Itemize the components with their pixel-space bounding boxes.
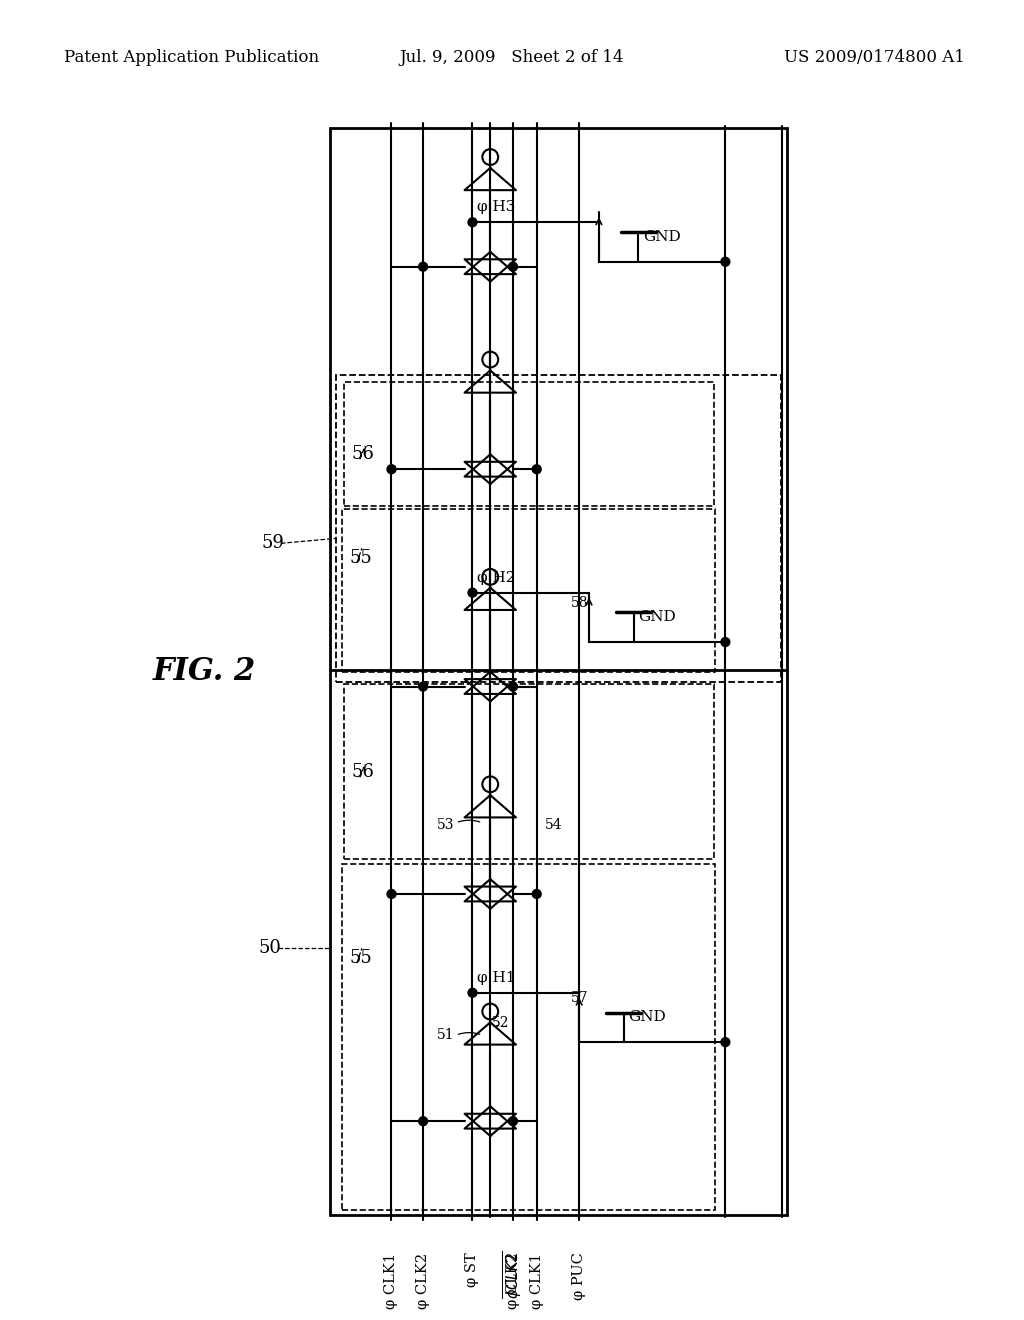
Text: φ H3: φ H3	[477, 201, 516, 214]
Text: 56: 56	[352, 763, 375, 781]
Text: 55: 55	[350, 549, 373, 568]
Text: Patent Application Publication: Patent Application Publication	[63, 49, 318, 66]
Circle shape	[721, 638, 730, 647]
Circle shape	[721, 1038, 730, 1047]
Text: 57: 57	[571, 991, 589, 1005]
Text: φ H2: φ H2	[477, 570, 516, 585]
Circle shape	[387, 465, 396, 474]
Text: 55: 55	[350, 949, 373, 968]
Text: 52: 52	[493, 1016, 510, 1031]
Text: φ CLK1: φ CLK1	[384, 1253, 398, 1308]
Circle shape	[419, 263, 428, 271]
Text: GND: GND	[629, 1010, 667, 1024]
Text: 51: 51	[437, 1028, 455, 1043]
Text: φ CLK2: φ CLK2	[416, 1253, 430, 1308]
Circle shape	[468, 989, 477, 997]
Bar	[336, 375, 780, 681]
Circle shape	[419, 1117, 428, 1126]
Text: 54: 54	[545, 818, 562, 832]
Circle shape	[532, 465, 541, 474]
Bar	[344, 684, 714, 859]
Text: US 2009/0174800 A1: US 2009/0174800 A1	[783, 49, 965, 66]
Bar	[342, 865, 716, 1210]
Text: φ ST: φ ST	[466, 1253, 479, 1287]
Text: FIG. 2: FIG. 2	[153, 656, 256, 688]
Text: 58: 58	[571, 595, 589, 610]
Text: Jul. 9, 2009   Sheet 2 of 14: Jul. 9, 2009 Sheet 2 of 14	[399, 49, 625, 66]
Text: φ PUC: φ PUC	[572, 1253, 586, 1300]
Bar	[331, 128, 786, 1214]
Bar	[342, 508, 716, 672]
Text: 50: 50	[258, 940, 281, 957]
Circle shape	[509, 682, 517, 690]
Text: 59: 59	[261, 535, 284, 552]
Circle shape	[721, 257, 730, 267]
Circle shape	[419, 682, 428, 690]
Text: GND: GND	[643, 230, 681, 244]
Text: $\overline{\phi CLK2}$: $\overline{\phi CLK2}$	[502, 1250, 524, 1299]
Text: φ H1: φ H1	[477, 970, 516, 985]
Circle shape	[468, 218, 477, 227]
Text: φ CLK1: φ CLK1	[529, 1253, 544, 1308]
Circle shape	[509, 1117, 517, 1126]
Circle shape	[532, 890, 541, 899]
Text: 56: 56	[352, 445, 375, 463]
Text: GND: GND	[638, 610, 676, 624]
Text: 53: 53	[437, 818, 455, 832]
Circle shape	[468, 589, 477, 597]
Circle shape	[509, 263, 517, 271]
Circle shape	[387, 890, 396, 899]
Bar	[344, 383, 714, 506]
Text: φ CLK2: φ CLK2	[506, 1253, 520, 1308]
